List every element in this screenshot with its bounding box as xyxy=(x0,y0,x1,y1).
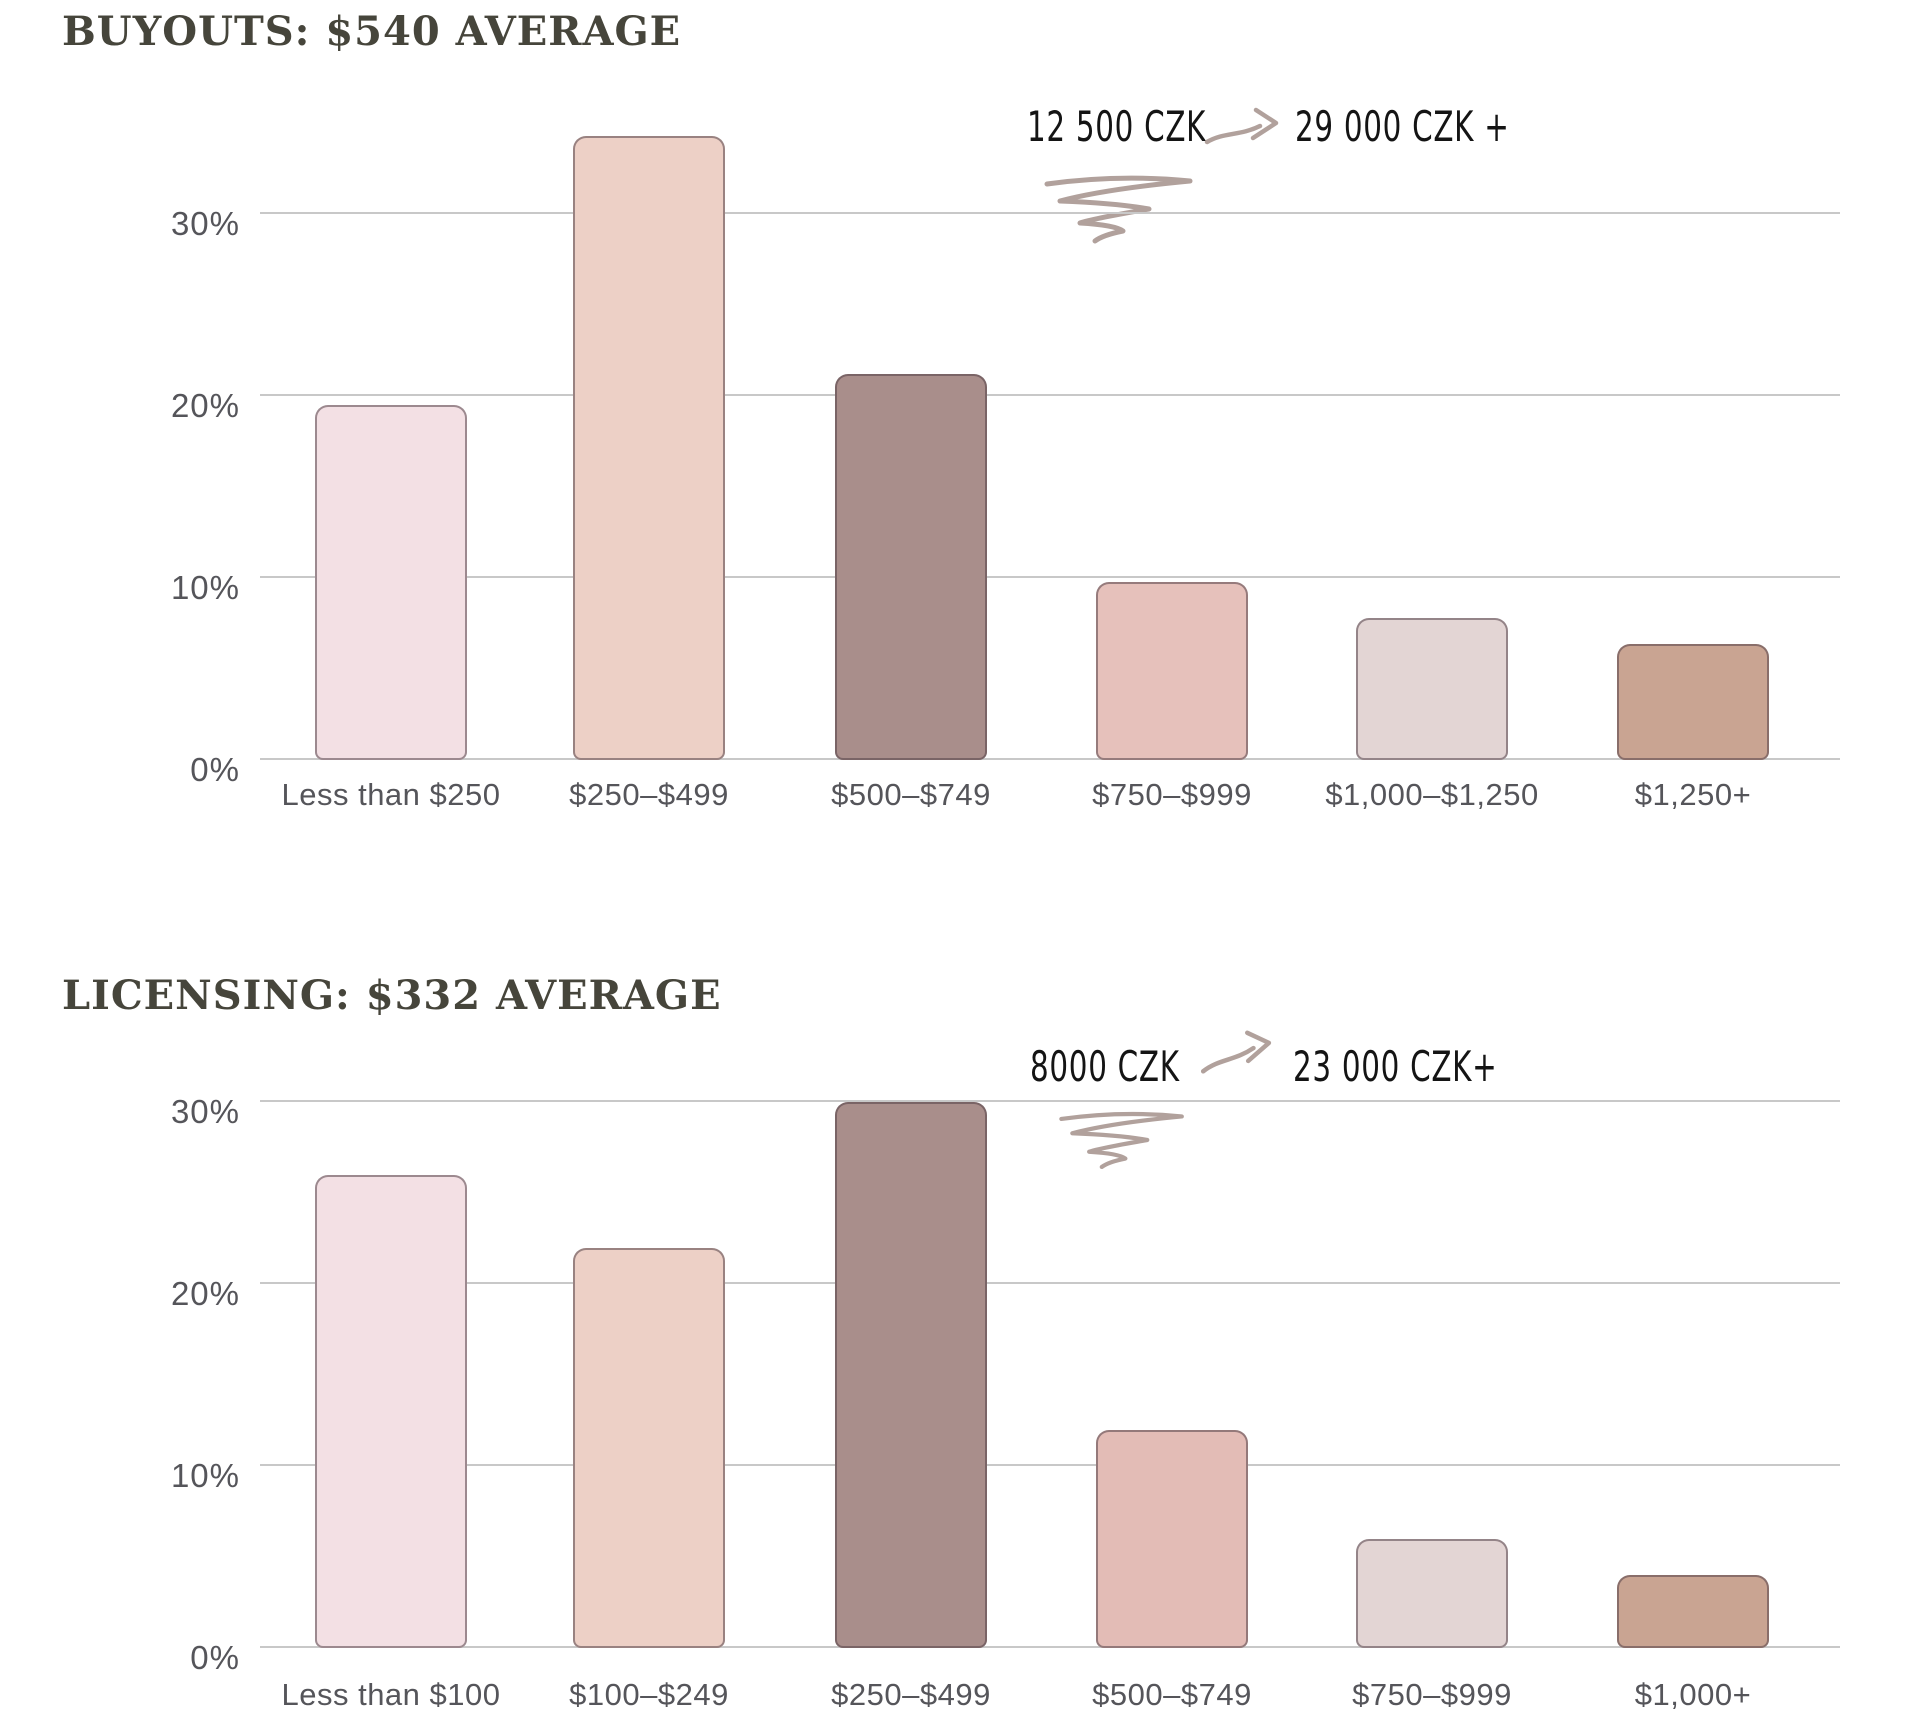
x-category-label: $1,000+ xyxy=(1634,1677,1752,1712)
axis-baseline xyxy=(260,1646,1840,1648)
chart2-annotation-from: 8000 CZK xyxy=(1030,1042,1180,1091)
scribble-icon xyxy=(1043,172,1195,246)
bar xyxy=(315,1174,467,1648)
y-tick-label: 30% xyxy=(170,205,240,242)
gridline-20 xyxy=(260,1282,1840,1284)
chart2-plot-area: 0% 10% 20% 30% Less than $100 $100–$249 … xyxy=(171,998,1840,1712)
chart1-annotation-from: 12 500 CZK xyxy=(1027,102,1207,151)
y-tick-label: 20% xyxy=(170,387,240,424)
chart1-annotation-to: 29 000 CZK + xyxy=(1295,102,1510,151)
x-category-label: Less than $100 xyxy=(281,1677,501,1712)
hand-drawn-arrow-icon xyxy=(1194,1016,1286,1089)
bar xyxy=(1617,643,1769,760)
y-tick-label: 0% xyxy=(190,1639,240,1676)
bar xyxy=(1617,1575,1769,1648)
gridline-10 xyxy=(260,576,1840,578)
y-tick-label: 10% xyxy=(170,569,240,606)
x-category-label: $250–$499 xyxy=(831,1677,991,1712)
x-category-label: $750–$999 xyxy=(1092,777,1252,812)
bar xyxy=(573,1247,725,1648)
x-category-label: $500–$749 xyxy=(831,777,991,812)
y-tick-label: 30% xyxy=(170,1093,240,1130)
bar xyxy=(315,405,467,760)
axis-baseline xyxy=(260,758,1840,760)
x-category-label: $250–$499 xyxy=(569,777,729,812)
hand-drawn-arrow-icon xyxy=(1204,98,1288,160)
chart2-annotation-to: 23 000 CZK+ xyxy=(1293,1042,1498,1091)
x-category-label: $100–$249 xyxy=(569,1677,729,1712)
gridline-30 xyxy=(260,212,1840,214)
bar xyxy=(835,374,987,760)
chart2-title: LICENSING: $332 AVERAGE xyxy=(62,972,722,1019)
chart1-plot-area: 0% 10% 20% 30% Less than $250 $250–$499 … xyxy=(171,110,1840,812)
chart1-title: BUYOUTS: $540 AVERAGE xyxy=(62,8,682,55)
y-tick-label: 0% xyxy=(190,751,240,788)
bar xyxy=(1096,581,1248,760)
scribble-icon xyxy=(1058,1102,1186,1178)
bar xyxy=(1096,1429,1248,1648)
gridline-20 xyxy=(260,394,1840,396)
bar xyxy=(835,1102,987,1648)
x-category-label: $1,250+ xyxy=(1634,777,1752,812)
bar xyxy=(1356,618,1508,760)
x-category-label: Less than $250 xyxy=(281,777,501,812)
x-category-label: $750–$999 xyxy=(1352,1677,1512,1712)
bar xyxy=(1356,1538,1508,1648)
gridline-10 xyxy=(260,1464,1840,1466)
x-category-label: $500–$749 xyxy=(1092,1677,1252,1712)
y-tick-label: 10% xyxy=(170,1457,240,1494)
bar xyxy=(573,135,725,760)
gridline-30 xyxy=(260,1100,1840,1102)
x-category-label: $1,000–$1,250 xyxy=(1325,777,1539,812)
y-tick-label: 20% xyxy=(170,1275,240,1312)
